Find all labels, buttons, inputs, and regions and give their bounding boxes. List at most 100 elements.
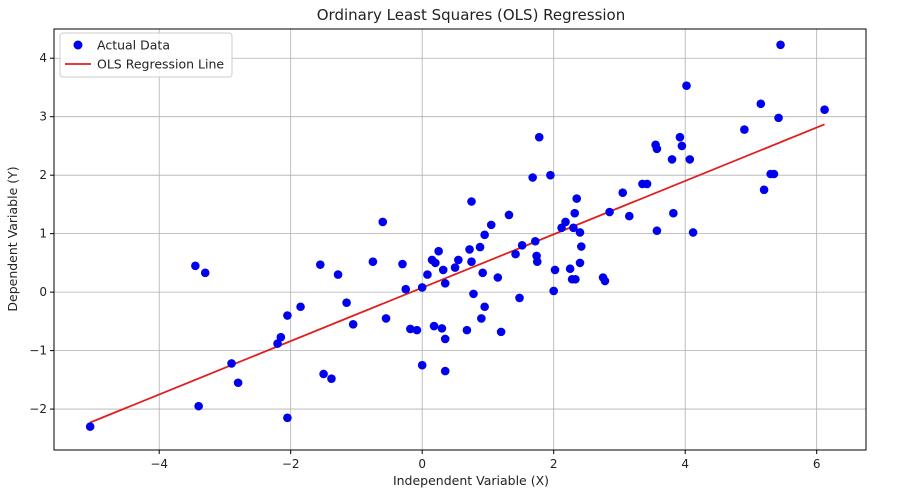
axis-ticks: −4 −2 0 2 4 6 −2 −1 0 1 2 3 4 — [29, 51, 820, 471]
data-point — [467, 197, 476, 206]
data-point — [319, 369, 328, 379]
data-point — [504, 210, 514, 220]
data-point — [233, 378, 243, 388]
x-tick-label: 4 — [681, 457, 689, 471]
y-tick-label: 2 — [39, 168, 47, 182]
legend: Actual Data OLS Regression Line — [59, 32, 233, 78]
data-point — [740, 125, 749, 134]
data-point — [534, 132, 544, 142]
data-point — [570, 208, 580, 218]
legend-label-actual-data: Actual Data — [97, 38, 170, 53]
data-point — [450, 263, 460, 272]
data-point — [283, 311, 292, 320]
y-tick-label: 0 — [39, 285, 47, 299]
grid-lines — [54, 29, 866, 450]
y-tick-label: 4 — [39, 51, 47, 65]
data-point — [480, 230, 489, 240]
data-point — [600, 276, 610, 286]
data-point — [569, 223, 578, 233]
data-point — [315, 260, 325, 269]
y-tick-label: 1 — [39, 227, 47, 241]
data-point — [412, 325, 422, 335]
data-point — [677, 141, 687, 151]
y-tick-label: −1 — [29, 344, 47, 358]
data-point — [440, 279, 450, 288]
legend-marker-actual-data — [73, 40, 83, 50]
data-point — [688, 228, 698, 237]
y-axis-label: Dependent Variable (Y) — [5, 166, 20, 311]
data-point — [469, 289, 478, 299]
data-point — [561, 217, 570, 227]
data-point — [546, 170, 555, 180]
regression-line-layer — [89, 123, 825, 424]
data-point — [327, 374, 336, 383]
data-point — [774, 113, 783, 123]
y-tick-label: 3 — [39, 110, 47, 124]
data-point — [342, 298, 351, 307]
data-point — [528, 173, 537, 182]
data-point — [475, 242, 485, 252]
data-point — [462, 325, 472, 335]
data-point — [669, 208, 678, 218]
data-point — [820, 105, 829, 114]
data-point — [549, 286, 558, 296]
data-point — [571, 274, 580, 284]
data-point — [429, 321, 439, 331]
data-point — [478, 268, 487, 278]
plot-frame — [53, 28, 867, 451]
data-point — [652, 144, 662, 154]
data-point — [368, 257, 378, 267]
data-point — [378, 217, 388, 227]
data-point — [398, 259, 407, 269]
data-point — [467, 257, 476, 267]
data-point — [618, 188, 628, 198]
data-point — [276, 332, 286, 342]
data-point — [406, 324, 415, 334]
data-point — [85, 422, 95, 431]
data-point — [440, 334, 450, 344]
data-point — [417, 360, 427, 370]
data-point — [565, 264, 575, 274]
data-point — [776, 40, 785, 50]
data-point — [227, 359, 236, 368]
data-point — [194, 401, 203, 411]
x-tick-label: −4 — [150, 457, 168, 471]
data-point — [577, 242, 586, 251]
data-point — [417, 283, 427, 292]
data-point — [200, 268, 210, 278]
data-point — [517, 241, 527, 250]
data-point — [381, 314, 391, 323]
data-point — [191, 261, 200, 271]
x-tick-label: −2 — [282, 457, 300, 471]
data-point — [642, 179, 652, 189]
data-point — [401, 284, 411, 294]
data-point — [769, 169, 779, 179]
data-point — [530, 236, 540, 246]
data-point — [625, 211, 634, 221]
data-point — [496, 327, 506, 337]
chart-title: Ordinary Least Squares (OLS) Regression — [317, 6, 625, 24]
legend-box — [59, 32, 233, 78]
data-point — [532, 257, 542, 267]
data-point — [438, 265, 448, 275]
x-axis-label: Independent Variable (X) — [393, 473, 549, 488]
ols-regression-line — [89, 123, 825, 424]
legend-label-regression-line: OLS Regression Line — [97, 57, 224, 72]
data-point — [511, 249, 520, 259]
data-point — [572, 194, 582, 203]
data-point — [675, 132, 685, 142]
data-point — [465, 245, 474, 254]
data-point — [440, 366, 450, 376]
data-point — [283, 413, 292, 423]
data-point — [575, 258, 585, 268]
data-point — [348, 319, 358, 329]
data-point — [454, 255, 463, 265]
x-tick-label: 6 — [813, 457, 821, 471]
data-point — [759, 185, 769, 195]
data-point — [273, 339, 282, 348]
data-point — [296, 302, 305, 312]
data-point — [515, 293, 524, 303]
data-point — [333, 270, 343, 279]
